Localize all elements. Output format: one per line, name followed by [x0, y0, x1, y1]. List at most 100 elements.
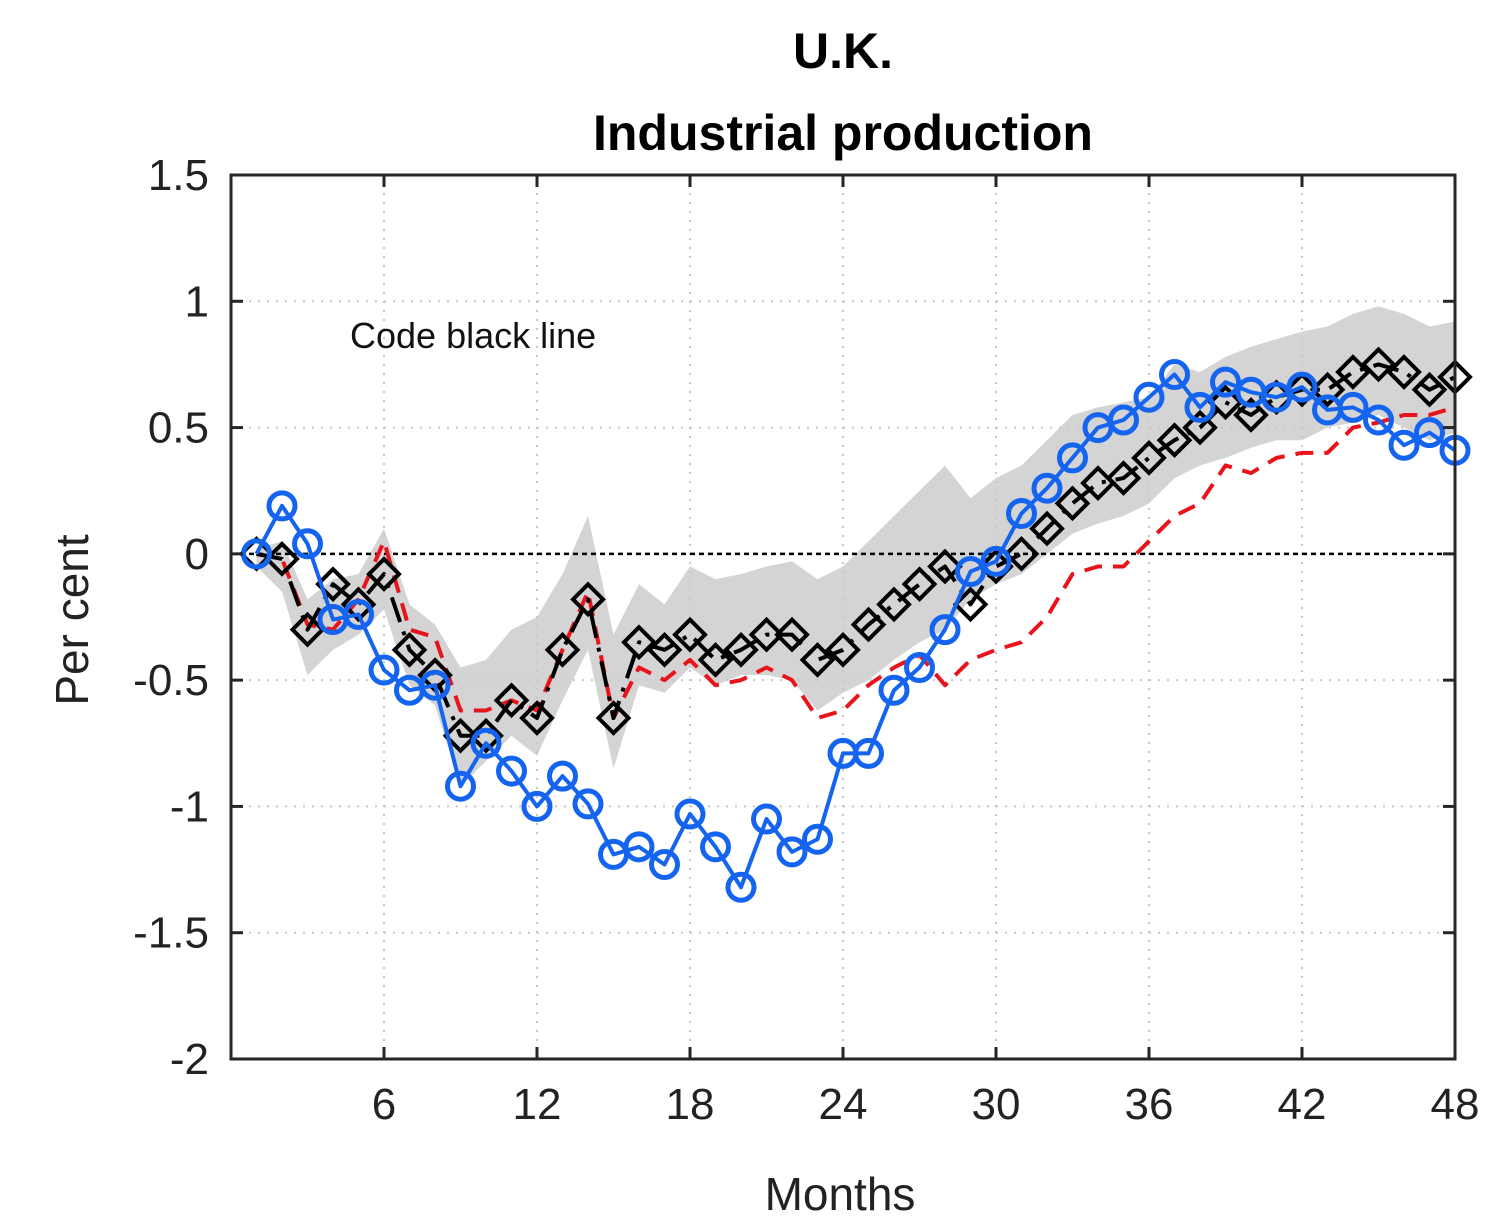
- circle-marker: [292, 528, 323, 560]
- circle-marker: [1337, 391, 1369, 423]
- diamond-marker: [1156, 422, 1193, 459]
- x-tick-label: 18: [666, 1080, 715, 1129]
- diamond-marker: [1105, 460, 1142, 496]
- circle-marker: [1031, 472, 1063, 504]
- diamond-marker: [825, 632, 861, 668]
- diamond-marker: [1284, 371, 1320, 408]
- circle-marker: [445, 770, 476, 802]
- confidence-band: [256, 306, 1455, 787]
- diamond-marker: [1386, 354, 1422, 390]
- circle-marker: [725, 871, 757, 903]
- y-tick-label: -2: [170, 1035, 209, 1084]
- diamond-marker: [927, 548, 963, 585]
- x-tick-label: 30: [972, 1080, 1021, 1129]
- series-1-line: [256, 405, 1456, 721]
- circle-marker: [470, 727, 502, 759]
- diamond-marker: [1411, 371, 1448, 408]
- diamond-marker: [442, 717, 479, 754]
- circle-marker: [904, 652, 935, 684]
- diamond-marker: [799, 642, 836, 678]
- diamond-marker: [1182, 409, 1218, 446]
- y-tick-label: 1: [185, 277, 209, 326]
- diamond-marker: [697, 642, 734, 678]
- x-axis-label: Months: [765, 1168, 916, 1220]
- diamond-marker: [952, 586, 989, 623]
- x-tick-label: 36: [1125, 1080, 1174, 1129]
- y-tick-label: 0.5: [148, 404, 209, 453]
- diamond-marker: [391, 632, 428, 668]
- diamond-marker: [1054, 485, 1091, 522]
- circle-marker: [1414, 417, 1445, 449]
- circle-marker: [1108, 404, 1139, 436]
- circle-marker: [1057, 442, 1088, 474]
- circle-marker: [419, 669, 451, 701]
- circle-marker: [1133, 381, 1165, 413]
- diamond-marker: [646, 632, 683, 668]
- circle-marker: [241, 538, 272, 570]
- diamond-marker: [876, 586, 912, 623]
- circle-marker: [980, 545, 1012, 577]
- circle-marker: [853, 737, 884, 769]
- circle-marker: [496, 755, 527, 787]
- chart-title-line-1: U.K.: [793, 23, 893, 79]
- circle-marker: [649, 849, 680, 881]
- circle-marker: [700, 831, 731, 863]
- y-tick-label: -0.5: [133, 656, 209, 705]
- y-axis-label: Per cent: [46, 534, 98, 706]
- diamond-marker: [774, 616, 810, 653]
- circle-marker: [1261, 381, 1292, 413]
- series-1: [256, 405, 1456, 721]
- circle-marker: [1159, 359, 1190, 391]
- diamond-marker: [621, 624, 657, 661]
- circle-marker: [1184, 391, 1216, 423]
- circle-marker: [674, 798, 706, 830]
- diamond-marker: [1360, 346, 1397, 383]
- circle-marker: [572, 788, 604, 820]
- diamond-marker: [519, 700, 555, 736]
- x-tick-label: 6: [372, 1080, 396, 1129]
- circle-marker: [368, 654, 400, 686]
- circle-marker: [802, 823, 833, 855]
- diamond-marker: [468, 717, 504, 754]
- diamond-marker: [1207, 384, 1244, 421]
- circle-marker: [929, 614, 961, 646]
- chart-title-line-2: Industrial production: [593, 105, 1093, 161]
- diamond-marker: [1335, 354, 1371, 390]
- circle-marker: [1286, 371, 1318, 403]
- y-tick-label: -1.5: [133, 909, 209, 958]
- diamond-marker: [901, 566, 938, 602]
- y-tick-label: -1: [170, 782, 209, 831]
- diamond-marker: [723, 632, 759, 668]
- diamond-marker: [493, 682, 530, 719]
- circle-marker: [1388, 429, 1420, 461]
- circle-marker: [521, 790, 553, 822]
- diamond-marker: [1309, 371, 1346, 408]
- diamond-marker: [264, 541, 300, 577]
- diamond-marker: [340, 586, 377, 623]
- circle-marker: [547, 760, 578, 792]
- y-tick-label: 0: [185, 530, 209, 579]
- circle-marker: [343, 598, 374, 630]
- chart-annotation: Code black line: [350, 315, 596, 356]
- diamond-marker: [1029, 510, 1065, 547]
- circle-marker: [623, 831, 655, 863]
- diamond-marker: [850, 606, 887, 643]
- circle-marker: [878, 674, 910, 706]
- circle-marker: [1363, 404, 1394, 436]
- x-tick-label: 24: [819, 1080, 868, 1129]
- diamond-marker: [748, 616, 785, 653]
- diamond-marker: [1233, 397, 1269, 433]
- plot-area: 6 12 18 24 30 36 42 48 1.5 1 0.5 0 -0.5 -1 -1.5 -2: [133, 151, 1479, 1129]
- diamond-marker: [1131, 440, 1167, 476]
- circle-marker: [266, 490, 298, 522]
- x-tick-label: 42: [1278, 1080, 1327, 1129]
- diamond-marker: [672, 616, 708, 653]
- diamond-marker: [544, 632, 581, 668]
- diamond-marker: [570, 581, 606, 618]
- circle-marker: [776, 836, 808, 868]
- series-2-line: [256, 362, 1456, 738]
- diamond-marker: [366, 556, 402, 592]
- diamond-marker: [315, 566, 351, 602]
- circle-marker: [1210, 366, 1241, 398]
